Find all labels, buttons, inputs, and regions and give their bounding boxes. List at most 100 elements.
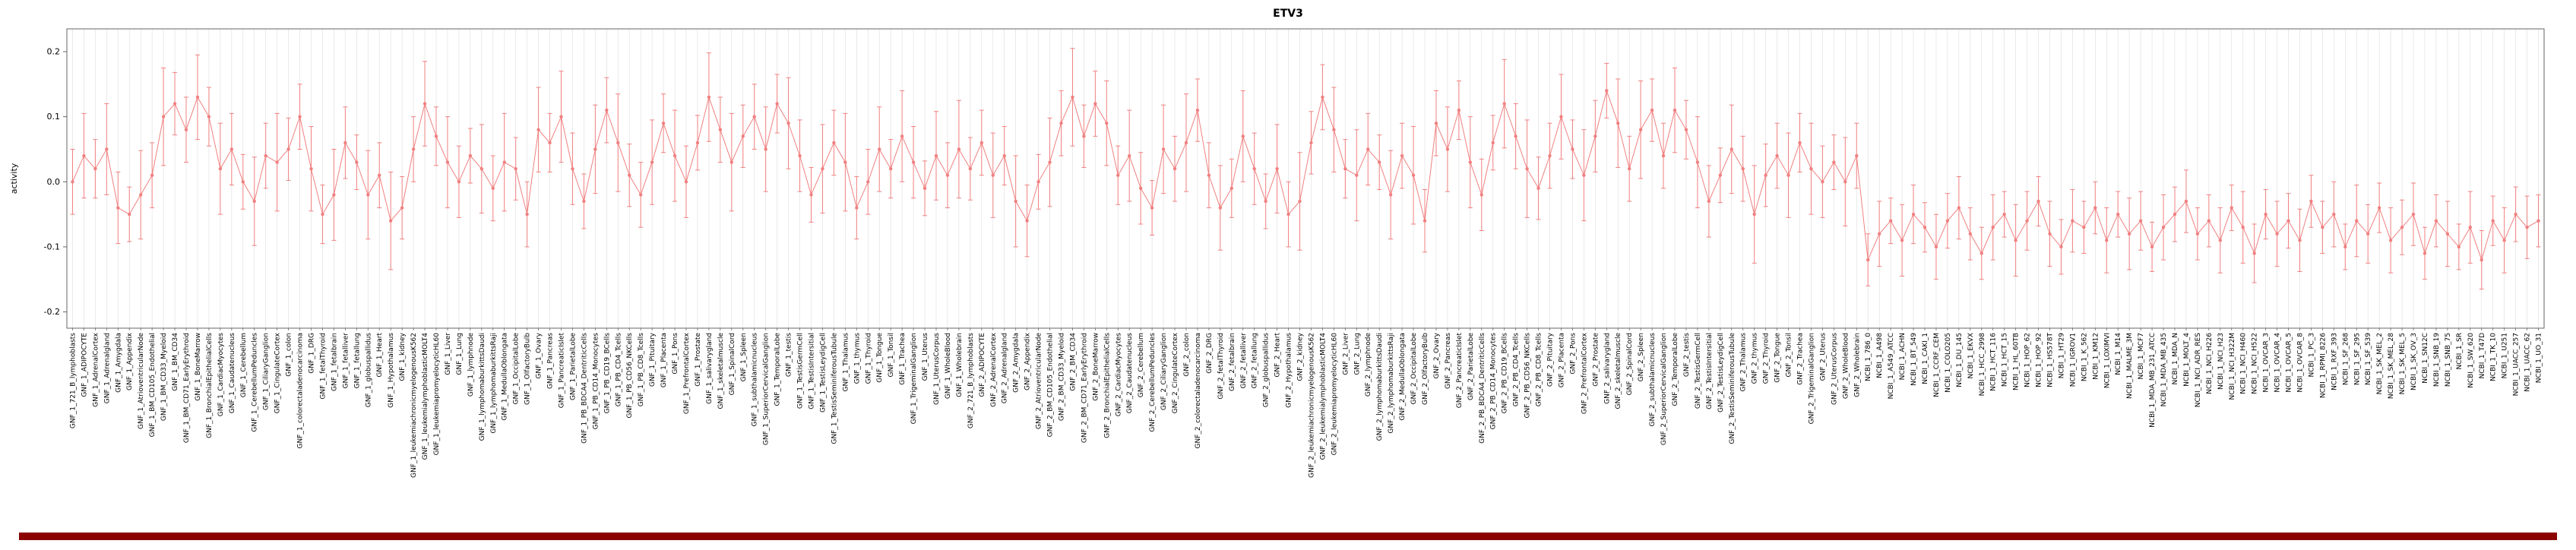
x-tick-label: GNF_2_CiliaryGanglion bbox=[1160, 333, 1168, 410]
x-tick-label: GNF_2_fetallung bbox=[1252, 333, 1259, 388]
data-point bbox=[2105, 239, 2109, 242]
data-point bbox=[2036, 199, 2040, 204]
x-tick-label: GNF_2_Adrenalgland bbox=[1002, 333, 1009, 403]
x-tick-label: GNF_2_PB_CD19_BCells bbox=[1502, 333, 1509, 414]
x-tick-label: NCBI_1_NCI_H460 bbox=[2240, 333, 2248, 394]
data-point bbox=[2411, 212, 2416, 217]
x-tick-label: GNF_2_Appendix bbox=[1024, 332, 1032, 390]
x-tick-label: GNF_1_Hypothalamus bbox=[388, 333, 395, 408]
data-point bbox=[1979, 251, 1983, 255]
data-point bbox=[105, 147, 109, 151]
x-tick-label: GNF_2_DRG bbox=[1206, 333, 1214, 374]
data-point bbox=[1025, 219, 1029, 223]
x-tick-label: GNF_1_BM_CD33_Myeloid bbox=[160, 333, 168, 421]
x-tick-label: GNF_1_testis bbox=[786, 333, 793, 377]
y-tick-label: 0.0 bbox=[47, 177, 61, 187]
data-point bbox=[1161, 147, 1166, 151]
data-point bbox=[1218, 206, 1223, 210]
data-point bbox=[832, 141, 836, 145]
data-point bbox=[434, 134, 438, 138]
x-tick-label: GNF_2_lymphnode bbox=[1365, 333, 1372, 397]
x-tick-label: GNF_1_DRG bbox=[309, 333, 316, 374]
data-point bbox=[2025, 219, 2029, 223]
data-point bbox=[1934, 245, 1938, 249]
x-tick-label: NCBI_1_ACHN bbox=[1899, 333, 1907, 380]
x-tick-label: GNF_2_BM_CD105_Endothelial bbox=[1047, 333, 1055, 437]
x-tick-label: GNF_1_CiliaryGanglion bbox=[263, 333, 271, 410]
x-tick-label: NCBI_1_OVCAR_4 bbox=[2274, 333, 2282, 393]
data-point bbox=[1138, 186, 1143, 191]
y-tick-label: -0.1 bbox=[44, 242, 60, 251]
x-tick-label: NCBI_1_SK_MEL_5 bbox=[2399, 333, 2407, 394]
data-point bbox=[502, 160, 506, 164]
data-point bbox=[1116, 173, 1120, 177]
x-tick-label: GNF_1_Ovary bbox=[536, 332, 543, 378]
data-point bbox=[2321, 226, 2324, 229]
x-tick-label: NCBI_1_MALME_3M bbox=[2126, 333, 2134, 399]
x-tick-label: NCBI_1_SR bbox=[2456, 333, 2464, 370]
x-tick-label: GNF_2_CingulateCortex bbox=[1172, 332, 1179, 413]
data-point bbox=[128, 212, 131, 217]
x-tick-label: NCBI_1_MDA_MB_435 bbox=[2160, 333, 2168, 406]
data-point bbox=[2298, 239, 2302, 242]
data-point bbox=[2377, 206, 2381, 210]
data-point bbox=[2457, 245, 2461, 249]
x-tick-label: NCBI_1_786_0 bbox=[1865, 333, 1872, 381]
x-tick-label: GNF_1_Thyroid bbox=[865, 333, 872, 384]
data-point bbox=[2218, 239, 2223, 242]
x-tick-label: GNF_2_fetalliver bbox=[1240, 333, 1248, 389]
data-point bbox=[491, 186, 495, 191]
data-point bbox=[1752, 212, 1756, 217]
x-tick-label: GNF_1_PB_CD56_NKCells bbox=[626, 333, 634, 419]
x-tick-label: GNF_1_MedullaOblongata bbox=[502, 333, 509, 421]
x-tick-label: GNF_1_PB_CD14_Monocytes bbox=[592, 333, 600, 430]
x-tick-label: GNF_1_Prostate bbox=[695, 333, 702, 387]
x-tick-label: GNF_1_BoneMarrow bbox=[195, 333, 202, 401]
x-tick-label: GNF_2_globuspallidus bbox=[1263, 333, 1271, 408]
data-point bbox=[707, 95, 711, 100]
data-point bbox=[2388, 239, 2393, 242]
x-tick-label: GNF_2_Uterus bbox=[1819, 333, 1827, 381]
x-tick-label: GNF_1_CerebellumPeduncles bbox=[252, 333, 259, 432]
data-point bbox=[445, 160, 450, 164]
data-point bbox=[1821, 180, 1824, 184]
x-tick-label: NCBI_1_M14 bbox=[2115, 333, 2122, 375]
x-tick-label: NCBI_1_HCT_15 bbox=[2002, 333, 2009, 387]
data-point bbox=[2479, 258, 2483, 262]
data-point bbox=[2002, 212, 2006, 217]
x-tick-label: GNF_1_Pituitary bbox=[649, 332, 657, 387]
y-tick-label: -0.2 bbox=[44, 307, 60, 317]
x-tick-label: GNF_2_CardiacMyocytes bbox=[1115, 333, 1122, 417]
data-point bbox=[752, 115, 756, 119]
data-point bbox=[2400, 226, 2404, 229]
data-point bbox=[1661, 153, 1666, 158]
x-tick-label: NCBI_1_BT_549 bbox=[1910, 333, 1918, 386]
x-tick-label: NCBI_1_NCI_H23 bbox=[2217, 333, 2225, 390]
x-tick-label: GNF_2_BronchialEpithelialCells bbox=[1103, 333, 1111, 438]
data-point bbox=[1355, 173, 1359, 177]
data-point bbox=[229, 147, 234, 151]
x-tick-label: GNF_1_PB_CD19_BCells bbox=[603, 333, 611, 414]
x-tick-label: GNF_2_subthalamicnucleus bbox=[1649, 333, 1657, 427]
data-point bbox=[866, 180, 870, 184]
data-point bbox=[1366, 147, 1370, 151]
data-point bbox=[1832, 160, 1836, 164]
data-point bbox=[1434, 121, 1438, 125]
x-tick-label: GNF_2_BM_CD34 bbox=[1069, 333, 1077, 391]
data-point bbox=[1764, 173, 1767, 177]
data-point bbox=[605, 108, 609, 112]
data-point bbox=[1888, 219, 1893, 223]
x-tick-label: NCBI_1_HOP_92 bbox=[2036, 333, 2043, 387]
x-tick-label: GNF_2_ParietalLobe bbox=[1467, 333, 1475, 401]
data-point bbox=[150, 173, 154, 177]
x-tick-label: GNF_1_PB_CD8_Tcells bbox=[638, 333, 645, 407]
x-tick-label: GNF_1_UterusCorpus bbox=[933, 333, 941, 405]
x-tick-label: GNF_2_Trachea bbox=[1797, 333, 1805, 385]
x-tick-label: GNF_1_Pancreas bbox=[547, 333, 555, 389]
x-tick-label: GNF_2_TestisSeminiferousTubule bbox=[1729, 333, 1736, 444]
data-point bbox=[638, 193, 643, 197]
data-point bbox=[2173, 212, 2177, 217]
x-tick-label: NCBI_1_RPMI_8226 bbox=[2319, 333, 2327, 398]
data-point bbox=[1014, 199, 1017, 204]
